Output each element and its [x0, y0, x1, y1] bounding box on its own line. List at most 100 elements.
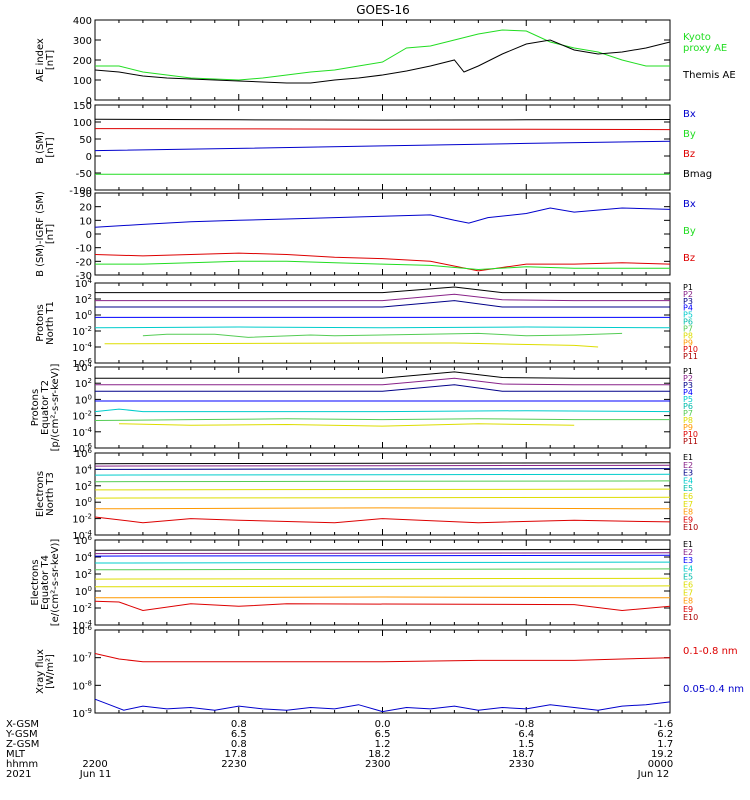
- panel-frame: [94, 629, 671, 714]
- series-line: [95, 371, 670, 379]
- ephemeris-value: 1.2: [375, 739, 391, 750]
- y-axis-label: [nT]: [45, 137, 56, 157]
- ephemeris-value: 2330: [509, 759, 534, 770]
- series-line: [94, 698, 671, 713]
- ephemeris-value: 2200: [82, 759, 107, 770]
- legend-entry: E9: [683, 515, 693, 524]
- ephemeris-value: 0.8: [231, 719, 247, 730]
- legend-entry: P8: [683, 416, 693, 425]
- ephemeris-value: -1.6: [654, 719, 674, 730]
- ephemeris-value: 17.8: [224, 749, 246, 760]
- ephemeris-value: 0.8: [231, 739, 247, 750]
- legend-entry: E3: [683, 469, 693, 478]
- legend-entry: P7: [683, 409, 693, 418]
- legend-entry: E7: [683, 589, 693, 598]
- legend-entry: E5: [683, 572, 693, 581]
- ephemeris-row-label: Z-GSM: [6, 739, 39, 750]
- ephemeris-value: 6.5: [375, 729, 391, 740]
- series-line: [94, 548, 671, 551]
- ephemeris-value: 6.2: [657, 729, 673, 740]
- y-tick-label: 0: [86, 96, 92, 107]
- series-line: [94, 118, 671, 121]
- y-tick-label: -20: [76, 257, 92, 268]
- y-axis-label: North T1: [45, 301, 56, 345]
- series-line: [104, 342, 599, 348]
- y-tick-label: 106: [75, 534, 93, 547]
- y-tick-label: 0: [86, 152, 92, 163]
- y-tick-label: 100: [75, 393, 92, 406]
- series-line: [94, 468, 671, 470]
- series-line: [94, 488, 671, 491]
- legend-entry: E2: [683, 461, 693, 470]
- legend-entry: E1: [683, 540, 693, 549]
- legend-entry: By: [683, 129, 696, 140]
- legend-entry: Bmag: [683, 169, 712, 180]
- y-axis-label: Equator T4: [40, 555, 51, 610]
- legend-entry: P2: [683, 290, 693, 299]
- series-line: [94, 408, 671, 413]
- y-tick-label: 104: [75, 277, 93, 290]
- series-line: [94, 496, 671, 499]
- y-tick-label: 10-4: [72, 529, 92, 542]
- legend-entry: P1: [683, 283, 693, 292]
- legend-entry: P4: [683, 304, 693, 313]
- y-tick-label: 150: [73, 101, 92, 112]
- y-tick-label: -10: [76, 244, 92, 255]
- legend-entry: E6: [683, 581, 693, 590]
- y-axis-label: AE index: [35, 38, 46, 82]
- series-line: [94, 140, 671, 152]
- ephemeris-value: Jun 12: [637, 769, 670, 780]
- series-line: [94, 480, 671, 483]
- y-tick-label: 104: [75, 463, 93, 476]
- y-tick-label: 102: [75, 568, 92, 581]
- legend-entry: P11: [683, 352, 698, 361]
- ephemeris-value: 0000: [648, 759, 673, 770]
- ephemeris-value: 1.7: [657, 739, 673, 750]
- y-axis-label: [p/(cm²-s-sr-keV)]: [50, 364, 61, 452]
- y-tick-label: 100: [75, 585, 92, 598]
- y-tick-label: 10-6: [72, 624, 92, 637]
- legend-entry: P9: [683, 338, 693, 347]
- ephemeris-value: 0.0: [375, 719, 391, 730]
- legend-entry: E7: [683, 500, 693, 509]
- page-title: GOES-16: [356, 3, 410, 17]
- panel-frame: [94, 282, 671, 364]
- y-tick-label: 400: [73, 16, 92, 27]
- series-line: [94, 462, 671, 465]
- series-line: [142, 332, 623, 338]
- series-line: [94, 596, 671, 599]
- legend-entry: P3: [683, 297, 693, 306]
- legend-entry: E1: [683, 453, 693, 462]
- y-axis-label: Xray flux: [35, 649, 46, 694]
- y-tick-label: 10-2: [72, 410, 92, 423]
- ephemeris-value: 19.2: [651, 749, 673, 760]
- ephemeris-row-label: Y-GSM: [5, 729, 38, 740]
- ephemeris-row-label: X-GSM: [6, 719, 39, 730]
- y-tick-label: 300: [73, 36, 92, 47]
- y-axis-label: [nT]: [45, 224, 56, 244]
- y-tick-label: 30: [79, 189, 92, 200]
- legend-entry: E10: [683, 613, 698, 622]
- y-tick-label: 10-4: [72, 341, 92, 354]
- legend-entry: Kyoto: [683, 32, 711, 43]
- legend-entry: P9: [683, 423, 693, 432]
- y-tick-label: 10: [79, 216, 92, 227]
- series-line: [94, 473, 671, 476]
- legend-entry: P2: [683, 374, 693, 383]
- y-tick-label: 10-9: [72, 707, 92, 720]
- legend-entry: proxy AE: [683, 43, 727, 54]
- legend-entry: P1: [683, 367, 693, 376]
- series-line: [95, 286, 670, 294]
- legend-entry: E2: [683, 548, 693, 557]
- y-tick-label: 10-4: [72, 619, 92, 632]
- legend-entry: P11: [683, 437, 698, 446]
- y-tick-label: 20: [79, 203, 92, 214]
- panel-protons2: 10-6 10-4 10-2 100 102 104 Protons Equator T2 [p…: [30, 361, 698, 455]
- y-axis-label: [e/(cm²-s-sr-keV)]: [50, 539, 61, 627]
- y-tick-label: 106: [75, 447, 93, 460]
- legend-entry: P5: [683, 395, 693, 404]
